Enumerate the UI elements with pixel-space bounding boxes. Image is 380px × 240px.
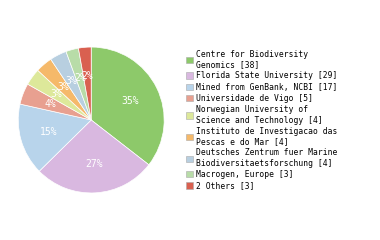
Wedge shape [18, 104, 91, 171]
Text: 2%: 2% [81, 71, 93, 81]
Wedge shape [39, 120, 149, 193]
Wedge shape [51, 52, 91, 120]
Wedge shape [91, 47, 164, 165]
Wedge shape [66, 48, 91, 120]
Text: 3%: 3% [57, 82, 69, 92]
Text: 35%: 35% [122, 96, 139, 106]
Text: 15%: 15% [40, 127, 58, 137]
Text: 27%: 27% [85, 159, 103, 169]
Wedge shape [38, 59, 91, 120]
Wedge shape [28, 70, 91, 120]
Wedge shape [20, 84, 91, 120]
Wedge shape [78, 47, 91, 120]
Text: 3%: 3% [50, 89, 62, 99]
Text: 3%: 3% [65, 76, 77, 86]
Legend: Centre for Biodiversity
Genomics [38], Florida State University [29], Mined from: Centre for Biodiversity Genomics [38], F… [187, 50, 337, 190]
Text: 4%: 4% [44, 99, 56, 109]
Text: 2%: 2% [74, 73, 86, 83]
